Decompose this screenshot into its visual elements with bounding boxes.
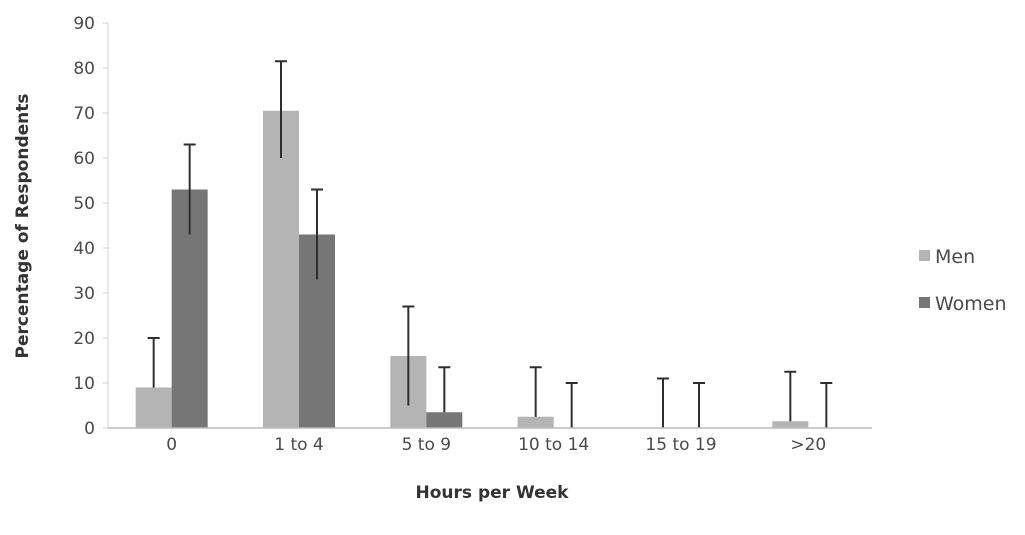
x-axis-tick-labels: 0 1 to 4 5 to 9 10 to 14 15 to 19 >20 [166, 435, 826, 455]
y-tick-label: 30 [73, 284, 95, 304]
legend-swatch-women [919, 297, 930, 308]
bars [135, 110, 809, 428]
bar-men [135, 387, 172, 428]
error-bars [147, 60, 833, 428]
bar-men [772, 421, 809, 428]
legend-label-women: Women [935, 293, 1007, 315]
y-tick-label: 10 [73, 374, 95, 394]
legend-swatch-men [919, 250, 930, 261]
y-tick-label: 70 [73, 104, 95, 124]
y-axis-ticks: 0 10 20 30 40 50 60 70 80 90 [73, 14, 108, 439]
y-tick-label: 50 [73, 194, 95, 214]
x-tick-label: 10 to 14 [518, 435, 589, 455]
bar-women [426, 412, 463, 428]
y-tick-label: 90 [73, 14, 95, 34]
x-tick-label: 1 to 4 [274, 435, 324, 455]
x-tick-label: 15 to 19 [645, 435, 716, 455]
y-axis-title: Percentage of Respondents [13, 93, 33, 358]
legend: Men Women [919, 246, 1007, 315]
x-tick-label: >20 [790, 435, 826, 455]
x-tick-label: 0 [166, 435, 177, 455]
bar-men [517, 416, 554, 428]
y-tick-label: 80 [73, 59, 95, 79]
x-tick-label: 5 to 9 [402, 435, 452, 455]
y-tick-label: 20 [73, 329, 95, 349]
legend-label-men: Men [935, 246, 975, 268]
y-tick-label: 0 [84, 419, 95, 439]
x-axis-title: Hours per Week [416, 483, 570, 503]
bar-men [263, 110, 299, 428]
y-tick-label: 60 [73, 149, 95, 169]
y-tick-label: 40 [73, 239, 95, 259]
